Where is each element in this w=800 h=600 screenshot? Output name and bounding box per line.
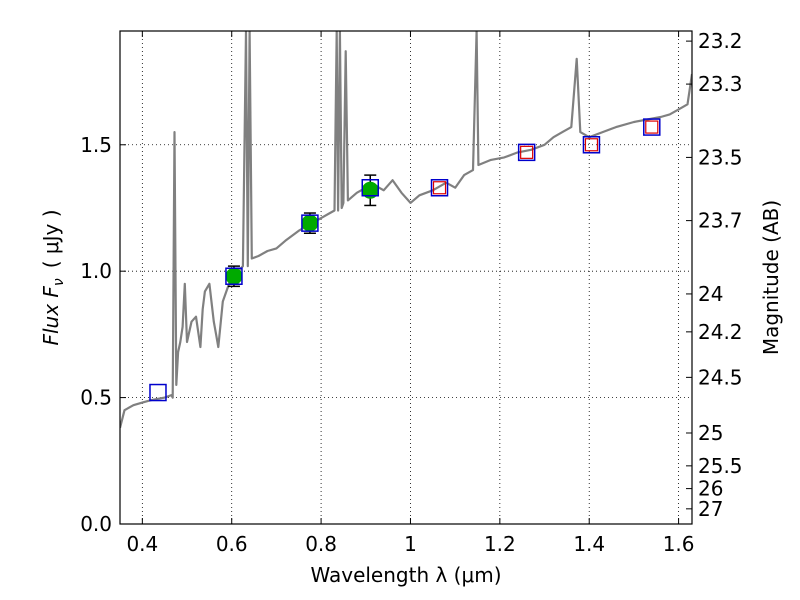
y-tick-label: 0.5 xyxy=(80,386,112,410)
model-square-outer xyxy=(225,267,243,285)
model-square-outer xyxy=(301,214,319,232)
series-layer xyxy=(120,31,692,429)
model-square-outer xyxy=(517,143,536,162)
y-tick-label: 0.0 xyxy=(80,512,112,536)
y2-tick-label: 25 xyxy=(698,421,723,445)
y2-tick-label: 23.5 xyxy=(698,145,743,169)
model-square-inner xyxy=(432,181,447,195)
model-square-outer xyxy=(149,383,167,402)
y2-tick-label: 26 xyxy=(698,477,723,501)
x-tick-label: 0.6 xyxy=(216,532,248,556)
y2-tick-label: 23.3 xyxy=(698,72,743,96)
model-square-outer xyxy=(582,136,601,154)
model-square-outer xyxy=(430,178,449,197)
model-square-inner xyxy=(584,138,599,152)
x-tick-label: 1.6 xyxy=(663,532,695,556)
x-tick-label: 0.4 xyxy=(126,532,158,556)
svg-text:Flux Fν( μJy ): Flux Fν ( μJy ) xyxy=(39,209,67,345)
photometry-point xyxy=(301,214,319,232)
x-tick-label: 1.2 xyxy=(484,532,516,556)
y2-tick-label: 23.2 xyxy=(698,29,743,53)
ticks-layer: 0.4 0.6 0.8 1 1.2 1.4 1.6 0.0 0.5 1.0 1.5 23.2 23.3 2… xyxy=(80,29,742,556)
y-axis-title-unit: ( μJy ) xyxy=(39,209,63,268)
y2-tick-label: 24.2 xyxy=(698,320,743,344)
y-axis-title-main: Flux F xyxy=(39,286,63,346)
spectrum-line xyxy=(120,31,692,429)
photometry-point xyxy=(225,267,243,285)
model-square-outer xyxy=(643,118,661,136)
x-tick-label: 0.8 xyxy=(305,532,337,556)
model-square-outer xyxy=(361,178,379,197)
model-square-inner xyxy=(645,120,659,134)
model-square-inner xyxy=(520,145,534,159)
plot-frame xyxy=(119,30,693,525)
y-axis-title: Flux Fν ( μJy ) xyxy=(39,209,67,345)
x-tick-label: 1 xyxy=(404,532,417,556)
y2-tick-label: 27 xyxy=(698,497,723,521)
x-tick-label: 1.4 xyxy=(573,532,605,556)
y-tick-label: 1.5 xyxy=(80,133,112,157)
y2-tick-label: 24 xyxy=(698,282,723,306)
grid-layer xyxy=(120,31,692,525)
y2-axis-title: Magnitude (AB) xyxy=(759,200,783,355)
y2-tick-label: 23.7 xyxy=(698,209,743,233)
y-tick-label: 1.0 xyxy=(80,259,112,283)
y-axis-title-sub: ν xyxy=(51,278,67,286)
x-axis-title: Wavelength λ (μm) xyxy=(310,563,501,587)
y2-tick-label: 25.5 xyxy=(698,454,743,478)
y2-tick-label: 24.5 xyxy=(698,365,743,389)
